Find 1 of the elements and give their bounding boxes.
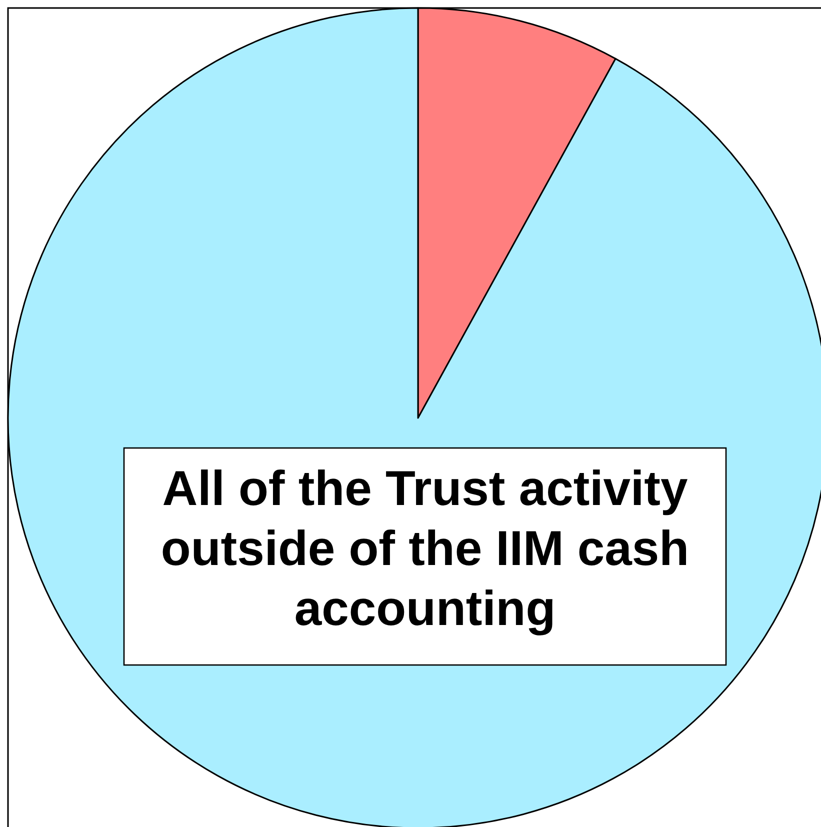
slice-label: All of the Trust activity outside of the IIM cash accounting xyxy=(160,462,690,636)
